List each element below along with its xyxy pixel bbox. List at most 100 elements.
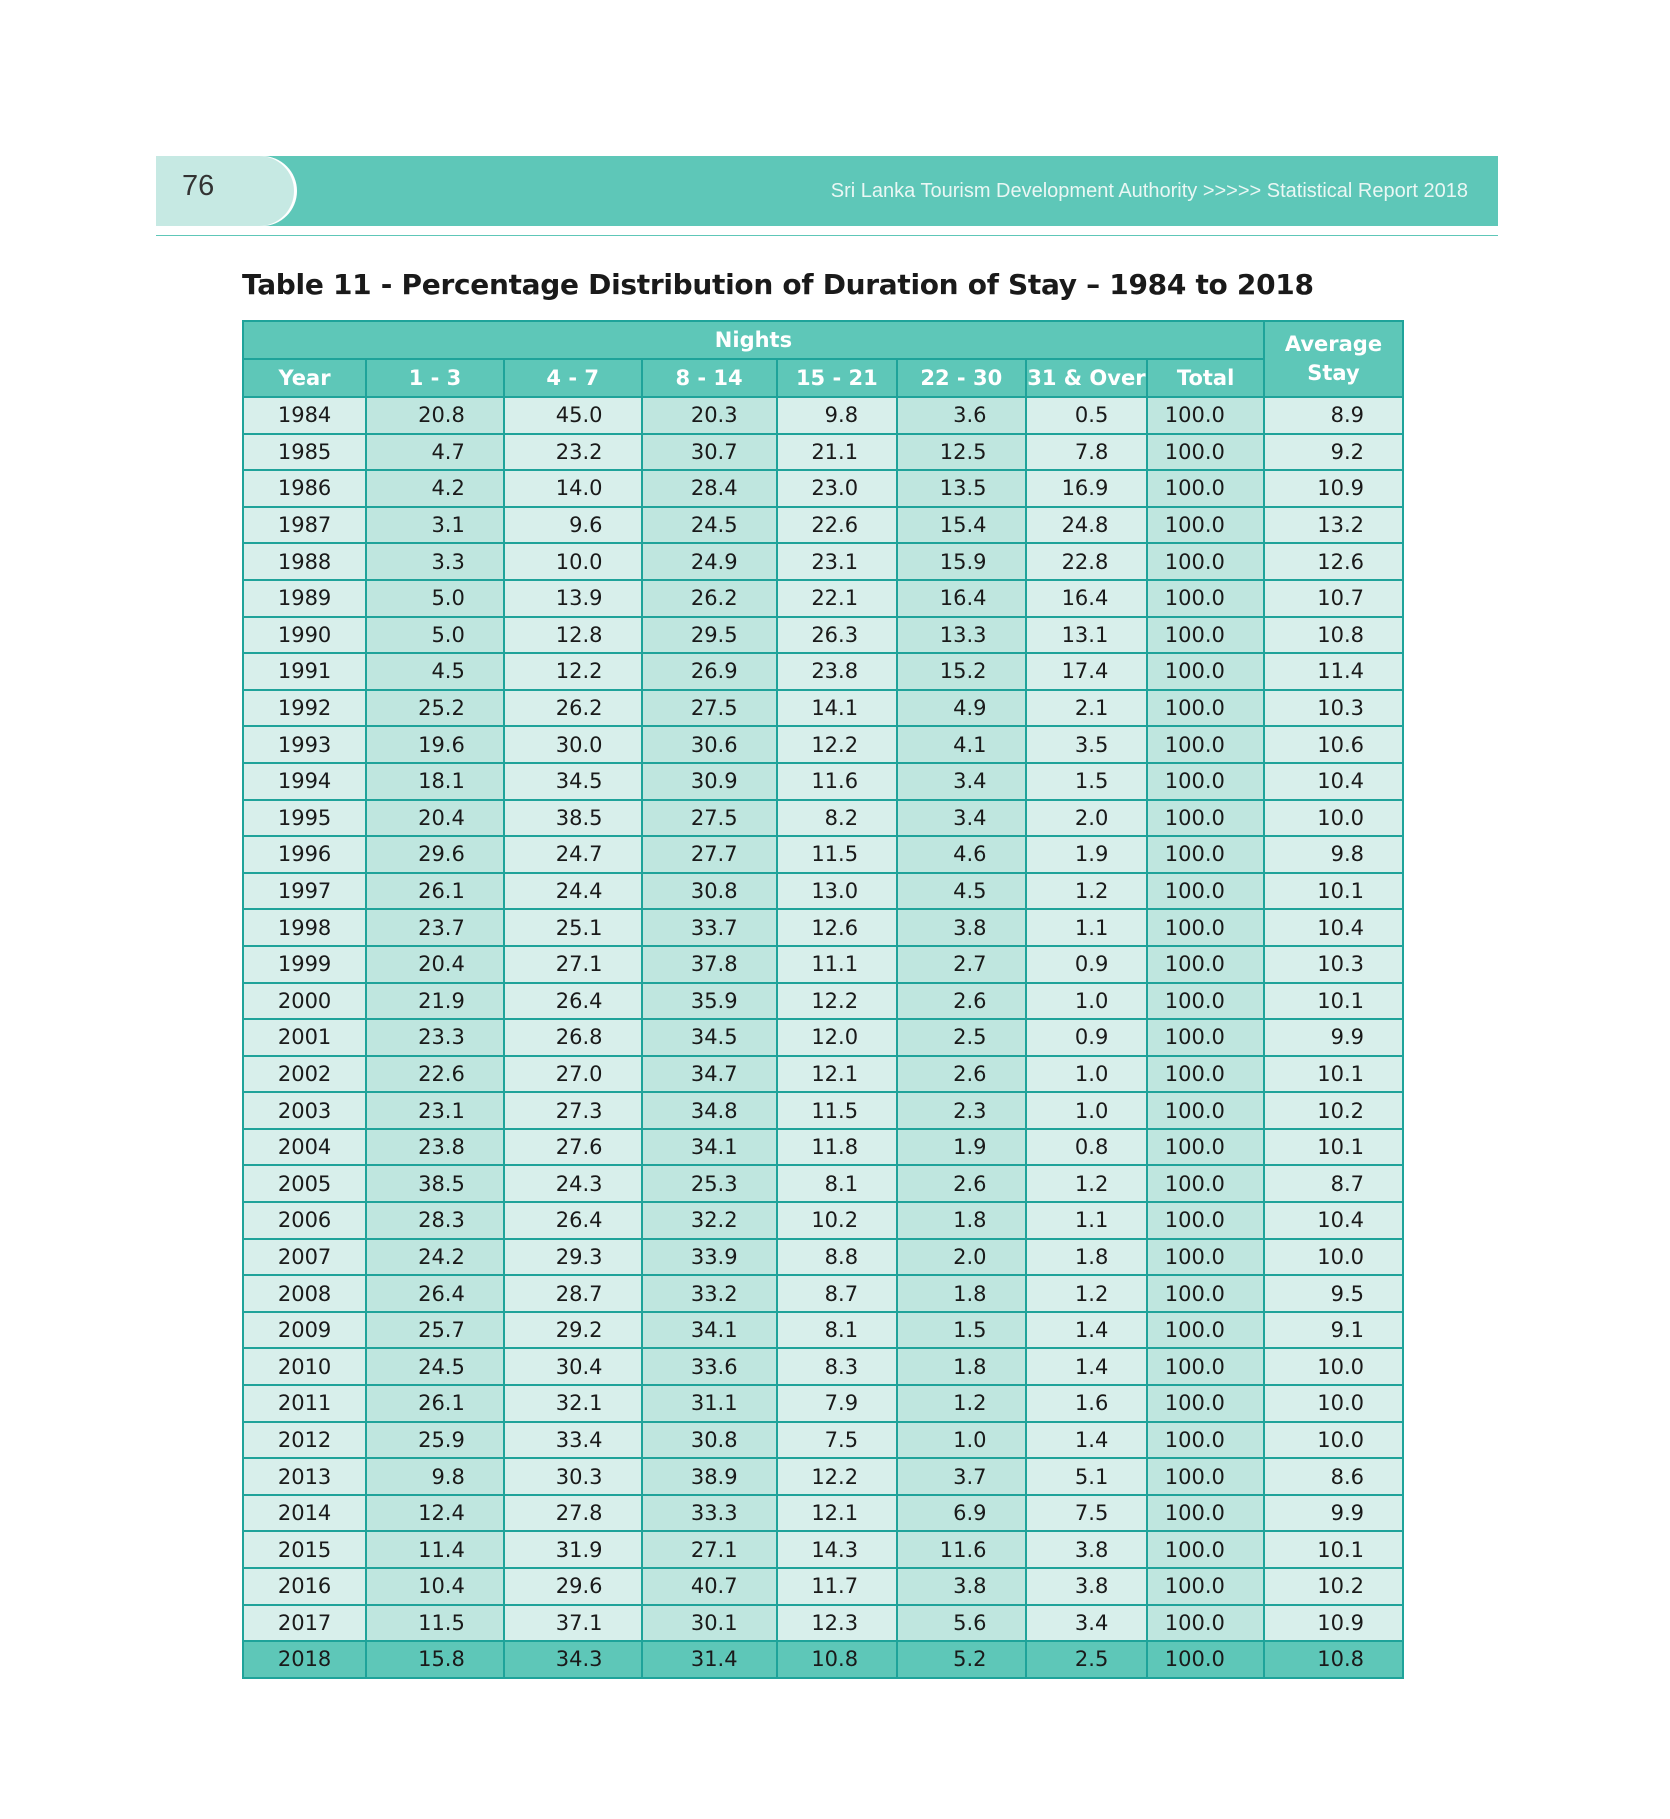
- value-cell: 13.1: [1024, 615, 1149, 655]
- value-cell: 24.3: [502, 1164, 643, 1204]
- value-cell: 4.5: [896, 871, 1027, 911]
- value-cell: 24.2: [365, 1237, 505, 1277]
- value-cell: 1.5: [896, 1310, 1027, 1350]
- value-cell: 3.1: [365, 505, 505, 545]
- value-cell: 100.0: [1146, 1018, 1265, 1057]
- value-cell: 24.4: [502, 871, 643, 911]
- value-cell: 26.4: [365, 1274, 505, 1313]
- year-cell: 1991: [241, 652, 368, 691]
- value-cell: 31.4: [640, 1640, 778, 1679]
- value-cell: 28.3: [365, 1201, 505, 1240]
- value-cell: 32.2: [640, 1201, 778, 1240]
- value-cell: 10.6: [1262, 725, 1405, 764]
- value-cell: 11.8: [775, 1127, 899, 1167]
- value-cell: 9.1: [1262, 1310, 1405, 1350]
- year-cell: 1993: [241, 725, 368, 764]
- value-cell: 10.7: [1262, 578, 1405, 618]
- value-cell: 9.5: [1262, 1274, 1405, 1313]
- year-cell: 1986: [241, 469, 368, 508]
- value-cell: 100.0: [1146, 1127, 1265, 1167]
- value-cell: 23.8: [365, 1127, 505, 1167]
- year-cell: 1999: [241, 944, 368, 984]
- year-cell: 2001: [241, 1018, 368, 1057]
- value-cell: 100.0: [1146, 981, 1265, 1021]
- value-cell: 31.9: [502, 1530, 643, 1569]
- year-cell: 2003: [241, 1091, 368, 1130]
- column-header-1-3: 1 - 3: [365, 358, 505, 398]
- year-cell: 2015: [241, 1530, 368, 1569]
- table-row: 1985 4.7 23.2 30.7 21.1 12.5 7.8 100.0 9.2: [241, 432, 1405, 472]
- year-cell: 2005: [241, 1164, 368, 1204]
- year-cell: 1996: [241, 835, 368, 874]
- table-row: 1988 3.3 10.0 24.9 23.1 15.9 22.8 100.0 12.6: [241, 542, 1405, 581]
- value-cell: 23.1: [775, 542, 899, 581]
- column-header-31-over: 31 & Over: [1024, 358, 1149, 398]
- year-cell: 2016: [241, 1567, 368, 1606]
- value-cell: 2.6: [896, 1054, 1027, 1094]
- value-cell: 28.7: [502, 1274, 643, 1313]
- value-cell: 1.9: [1024, 835, 1149, 874]
- year-cell: 2010: [241, 1347, 368, 1387]
- value-cell: 38.9: [640, 1457, 778, 1496]
- value-cell: 4.5: [365, 652, 505, 691]
- year-cell: 2009: [241, 1310, 368, 1350]
- value-cell: 12.6: [1262, 542, 1405, 581]
- column-header-total: Total: [1146, 358, 1265, 398]
- value-cell: 100.0: [1146, 615, 1265, 655]
- year-cell: 1992: [241, 688, 368, 728]
- value-cell: 33.9: [640, 1237, 778, 1277]
- year-cell: 2004: [241, 1127, 368, 1167]
- value-cell: 30.8: [640, 871, 778, 911]
- value-cell: 12.8: [502, 615, 643, 655]
- value-cell: 100.0: [1146, 652, 1265, 691]
- value-cell: 30.0: [502, 725, 643, 764]
- value-cell: 26.3: [775, 615, 899, 655]
- value-cell: 22.8: [1024, 542, 1149, 581]
- table-row: 1996 29.6 24.7 27.7 11.5 4.6 1.9 100.0 9.8: [241, 835, 1405, 874]
- table-column-header-row: Year 1 - 3 4 - 7 8 - 14 15 - 21 22 - 30 …: [241, 358, 1403, 398]
- value-cell: 30.6: [640, 725, 778, 764]
- value-cell: 1.6: [1024, 1384, 1149, 1423]
- value-cell: 10.2: [775, 1201, 899, 1240]
- value-cell: 25.3: [640, 1164, 778, 1204]
- value-cell: 38.5: [502, 798, 643, 838]
- value-cell: 29.3: [502, 1237, 643, 1277]
- value-cell: 27.0: [502, 1054, 643, 1094]
- value-cell: 10.8: [1262, 615, 1405, 655]
- value-cell: 37.1: [502, 1603, 643, 1643]
- year-cell: 1995: [241, 798, 368, 838]
- value-cell: 3.3: [365, 542, 505, 581]
- page-number-tab: [156, 156, 294, 226]
- value-cell: 9.6: [502, 505, 643, 545]
- value-cell: 34.5: [640, 1018, 778, 1057]
- value-cell: 8.6: [1262, 1457, 1405, 1496]
- value-cell: 100.0: [1146, 542, 1265, 581]
- year-cell: 1997: [241, 871, 368, 911]
- value-cell: 1.9: [896, 1127, 1027, 1167]
- value-cell: 10.3: [1262, 944, 1405, 984]
- value-cell: 3.8: [1024, 1530, 1149, 1569]
- table-row: 2004 23.8 27.6 34.1 11.8 1.9 0.8 100.0 10.1: [241, 1127, 1405, 1167]
- value-cell: 10.3: [1262, 688, 1405, 728]
- value-cell: 100.0: [1146, 1164, 1265, 1204]
- page-number: 76: [182, 170, 215, 202]
- value-cell: 22.6: [775, 505, 899, 545]
- value-cell: 10.9: [1262, 1603, 1405, 1643]
- value-cell: 23.7: [365, 908, 505, 947]
- table-row: 1984 20.8 45.0 20.3 9.8 3.6 0.5 100.0 8.9: [241, 396, 1405, 435]
- value-cell: 2.3: [896, 1091, 1027, 1130]
- value-cell: 100.0: [1146, 469, 1265, 508]
- value-cell: 10.0: [502, 542, 643, 581]
- value-cell: 40.7: [640, 1567, 778, 1606]
- value-cell: 8.7: [1262, 1164, 1405, 1204]
- value-cell: 27.1: [640, 1530, 778, 1569]
- value-cell: 100.0: [1146, 688, 1265, 728]
- table-row: 1986 4.2 14.0 28.4 23.0 13.5 16.9 100.0 10.9: [241, 469, 1405, 508]
- value-cell: 10.0: [1262, 1384, 1405, 1423]
- value-cell: 14.0: [502, 469, 643, 508]
- table-body: 1984 20.8 45.0 20.3 9.8 3.6 0.5 100.0 8.9 1985 4.7…: [241, 396, 1405, 1679]
- value-cell: 100.0: [1146, 1237, 1265, 1277]
- value-cell: 2.0: [1024, 798, 1149, 838]
- year-cell: 1994: [241, 761, 368, 801]
- table-row: 2006 28.3 26.4 32.2 10.2 1.8 1.1 100.0 10.4: [241, 1201, 1405, 1240]
